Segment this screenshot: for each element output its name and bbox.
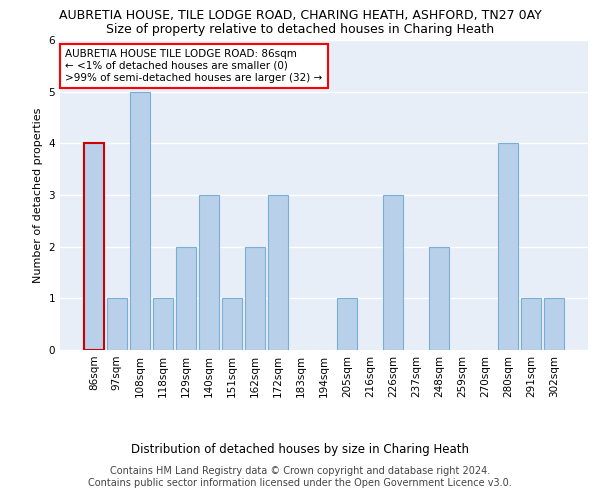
Bar [268, 195, 288, 350]
Bar [499, 144, 518, 350]
Text: Distribution of detached houses by size in Charing Heath: Distribution of detached houses by size … [131, 442, 469, 456]
Bar [337, 298, 357, 350]
Bar [430, 246, 449, 350]
Bar [521, 298, 541, 350]
Y-axis label: Number of detached properties: Number of detached properties [33, 108, 43, 282]
Bar [383, 195, 403, 350]
Bar [107, 298, 127, 350]
Text: AUBRETIA HOUSE TILE LODGE ROAD: 86sqm
← <1% of detached houses are smaller (0)
>: AUBRETIA HOUSE TILE LODGE ROAD: 86sqm ← … [65, 50, 323, 82]
Text: AUBRETIA HOUSE, TILE LODGE ROAD, CHARING HEATH, ASHFORD, TN27 0AY: AUBRETIA HOUSE, TILE LODGE ROAD, CHARING… [59, 9, 541, 22]
Text: Size of property relative to detached houses in Charing Heath: Size of property relative to detached ho… [106, 22, 494, 36]
Bar [245, 246, 265, 350]
Bar [222, 298, 242, 350]
Bar [176, 246, 196, 350]
Bar [130, 92, 149, 350]
Bar [544, 298, 564, 350]
Bar [199, 195, 218, 350]
Text: Contains HM Land Registry data © Crown copyright and database right 2024.
Contai: Contains HM Land Registry data © Crown c… [88, 466, 512, 487]
Bar [84, 144, 104, 350]
Bar [153, 298, 173, 350]
